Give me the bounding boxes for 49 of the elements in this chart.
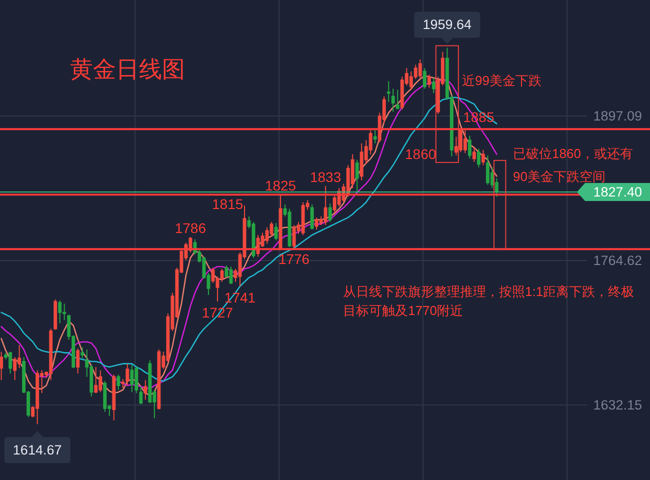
candlestick (373, 130, 377, 144)
candlestick (0, 351, 4, 381)
candlestick (58, 300, 62, 324)
candlestick (126, 363, 130, 386)
candlestick (54, 298, 58, 330)
annotation: 1825 (264, 178, 296, 194)
annotation: 近99美金下跌 (462, 73, 542, 88)
y-tick-label: 1764.62 (593, 252, 642, 268)
candlestick (310, 204, 314, 230)
candlestick (144, 380, 148, 400)
candlestick (139, 386, 143, 405)
annotation: 1959.64 (422, 17, 472, 32)
text: 已破位1860，或还有90美金下跌空间 (513, 146, 633, 184)
annotation: 从日线下跌旗形整理推理，按照1:1距离下跌，终极目标可触及1770附近 (343, 284, 634, 318)
candlestick (80, 346, 84, 359)
candlestick (274, 222, 278, 241)
candlestick (391, 88, 395, 112)
candlestick (288, 208, 292, 248)
candlestick (76, 348, 80, 374)
candlestick (103, 380, 107, 412)
candlestick (112, 374, 116, 421)
candlestick (468, 135, 472, 160)
candlestick (396, 89, 400, 110)
candlestick (116, 374, 120, 390)
candlestick (121, 378, 125, 388)
candlestick (422, 68, 426, 90)
text: 黄金日线图 (70, 56, 185, 82)
annotation: 1614.67 (12, 442, 62, 458)
candlestick (472, 147, 476, 162)
candlestick (476, 148, 480, 168)
annotation: 1833 (310, 168, 342, 185)
candlestick (94, 366, 98, 394)
candlestick (418, 58, 422, 78)
y-tick-label: 1897.09 (593, 108, 642, 124)
y-tick-label: 1632.15 (593, 398, 642, 412)
ref-line-label: 1827.40 (593, 184, 642, 200)
candlestick (432, 77, 436, 94)
candlestick (427, 74, 431, 88)
candlestick (386, 80, 390, 102)
annotation: 1815 (212, 196, 244, 212)
candlestick (486, 154, 490, 186)
candlestick (324, 185, 328, 226)
candlestick (463, 128, 467, 154)
annotation: 1776 (278, 251, 310, 268)
candlestick (130, 364, 134, 393)
candlestick (481, 149, 485, 166)
annotation: 1786 (174, 220, 206, 236)
candlestick (355, 159, 359, 192)
candlestick (328, 202, 332, 222)
